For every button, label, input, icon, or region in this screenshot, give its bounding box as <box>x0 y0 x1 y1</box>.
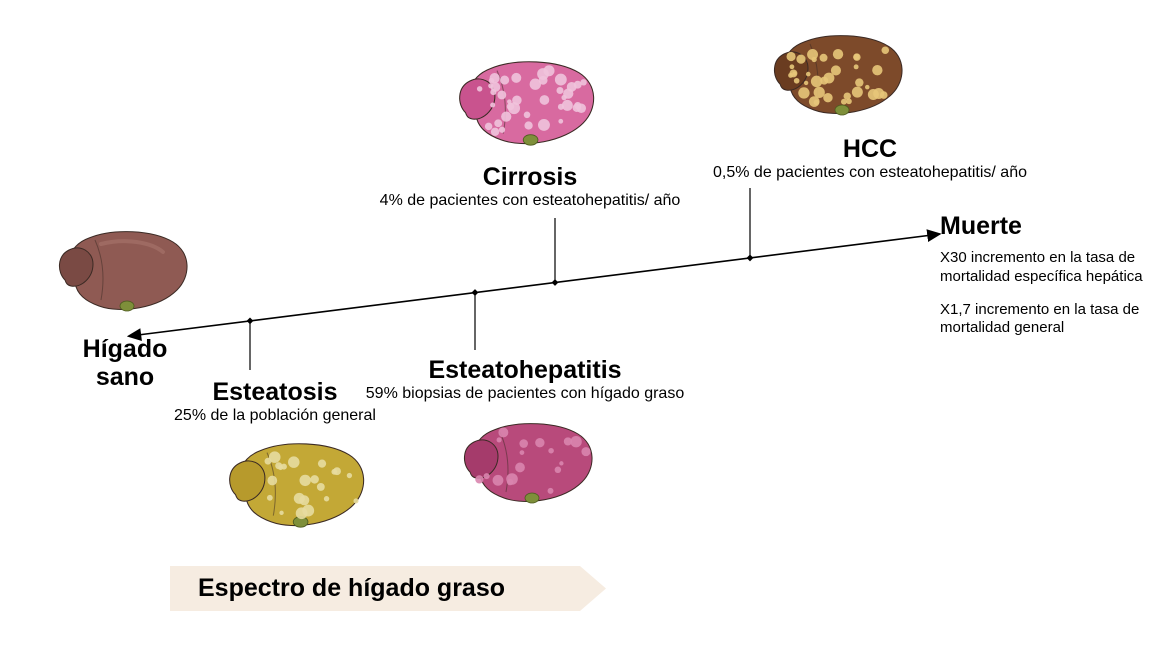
spectrum-text: Espectro de hígado graso <box>198 574 505 602</box>
stage-subtitle: 0,5% de pacientes con esteatohepatitis/ … <box>660 164 1080 182</box>
stage-title: Muerte <box>940 212 1145 241</box>
diagram-stage: Hígado sano Esteatosis 25% de la poblaci… <box>0 0 1152 648</box>
liver-icon-esteatohepatitis <box>464 424 592 503</box>
muerte-line1: X30 incremento en la tasa de mortalidad … <box>940 249 1145 287</box>
liver-icon-sano <box>59 232 187 311</box>
liver-illustrations <box>59 36 902 528</box>
timeline <box>130 234 940 336</box>
spectrum-banner: Espectro de hígado graso <box>170 566 606 611</box>
stage-subtitle: 4% de pacientes con esteatohepatitis/ añ… <box>330 192 730 210</box>
stage-hcc: HCC 0,5% de pacientes con esteatohepatit… <box>660 135 1080 182</box>
stage-esteatohepatitis: Esteatohepatitis 59% biopsias de pacient… <box>315 356 735 403</box>
stage-subtitle: 59% biopsias de pacientes con hígado gra… <box>315 385 735 403</box>
stage-subtitle: 25% de la población general <box>130 407 420 425</box>
stage-muerte: Muerte X30 incremento en la tasa de mort… <box>940 212 1145 338</box>
stage-title: HCC <box>660 135 1080 164</box>
connectors <box>250 188 750 370</box>
liver-icon-esteatosis <box>230 444 364 527</box>
liver-icon-cirrosis <box>460 62 594 145</box>
muerte-line2: X1,7 incremento en la tasa de mortalidad… <box>940 301 1145 339</box>
liver-icon-hcc <box>774 36 902 115</box>
stage-title: Esteatohepatitis <box>315 356 735 385</box>
